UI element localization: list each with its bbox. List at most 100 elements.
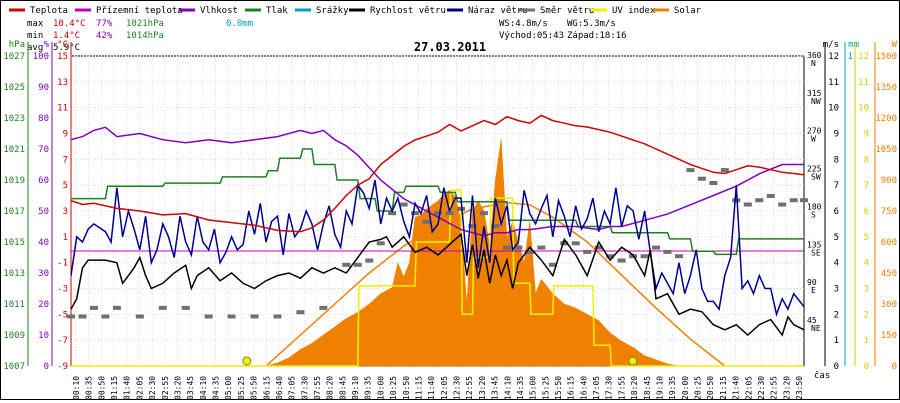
x-tick-label: 23:50 <box>795 376 804 399</box>
ms-axis-tick: 0 <box>834 362 839 372</box>
uv-axis-tick: 9 <box>864 130 869 140</box>
celsius-axis-tick: 1 <box>63 233 68 243</box>
mm-axis-title: mm <box>848 40 859 50</box>
uv-axis-tick: 11 <box>858 78 869 88</box>
w-axis-title: W <box>892 40 898 50</box>
ms-axis-tick: 9 <box>834 130 839 140</box>
celsius-axis-title: °C <box>57 40 68 50</box>
celsius-axis-tick: -7 <box>57 336 68 346</box>
hpa-axis-tick: 1027 <box>3 52 25 62</box>
x-tick-label: 14:35 <box>516 376 525 399</box>
wind-dir-mark <box>606 254 615 259</box>
uv-axis-tick: 4 <box>864 259 869 269</box>
ms-axis-tick: 6 <box>834 207 839 217</box>
wind-dir-mark <box>319 305 328 310</box>
legend-item: Vlhkost <box>179 6 238 16</box>
direction-tick: NW <box>811 97 821 106</box>
x-tick-label: 23:20 <box>782 376 791 399</box>
legend: Teplota Přízemní teplota Vlhkost Tlak Srážky… <box>9 6 702 16</box>
x-tick-label: 07:55 <box>313 376 322 399</box>
wind-dir-mark <box>674 254 683 259</box>
x-tick-label: 22:55 <box>770 376 779 399</box>
w-axis-tick: 750 <box>881 207 897 217</box>
x-tick-label: 10:25 <box>389 376 398 399</box>
x-tick-label: 12:30 <box>453 376 462 399</box>
hpa-axis-tick: 1019 <box>3 176 25 186</box>
wind-info: WS:4.8m/s WG:5.3m/s Východ:05:43 Západ:1… <box>499 19 627 41</box>
hpa-axis-tick: 1023 <box>3 114 25 124</box>
legend-label: UV index <box>612 6 656 16</box>
direction-tick: 360 <box>807 51 822 60</box>
direction-tick: SW <box>811 173 821 182</box>
wind-dir-mark <box>445 211 454 216</box>
direction-tick: 45 <box>807 316 817 325</box>
x-tick-label: 20:00 <box>681 376 690 399</box>
legend-label: Teplota <box>30 6 68 16</box>
x-tick-label: 05:00 <box>224 376 233 399</box>
x-tick-label: 19:35 <box>668 376 677 399</box>
wind-dir-mark <box>479 211 488 216</box>
x-tick-label: 17:55 <box>617 376 626 399</box>
stats-max-hum: 77% <box>96 19 113 29</box>
w-axis-tick: 1200 <box>875 114 897 124</box>
wind-dir-mark <box>434 211 443 216</box>
pct-axis-tick: 10 <box>38 331 49 341</box>
x-tick-label: 18:45 <box>643 376 652 399</box>
direction-tick: 315 <box>807 89 822 98</box>
ms-axis-tick: 11 <box>828 78 839 88</box>
humidity-line <box>70 126 804 237</box>
ms-axis-tick: 5 <box>834 233 839 243</box>
direction-tick: S <box>811 210 816 219</box>
wind-dir-mark <box>422 219 431 224</box>
wind-dir-mark <box>537 245 546 250</box>
wind-dir-mark <box>525 249 534 254</box>
wind-dir-mark <box>502 245 511 250</box>
sunrise-time: Východ:05:43 <box>499 31 564 41</box>
stats-min-temp: 1.4°C <box>53 31 80 41</box>
legend-item: Tlak <box>245 6 288 16</box>
x-tick-label: 04:35 <box>212 376 221 399</box>
wind-dir-mark <box>583 249 592 254</box>
wind-dir-mark <box>411 211 420 216</box>
uv-axis-tick: 10 <box>858 104 869 114</box>
w-axis-tick: 1050 <box>875 145 897 155</box>
pct-axis-tick: 70 <box>38 145 49 155</box>
x-tick-label: 15:00 <box>529 376 538 399</box>
x-tick-label: 07:30 <box>300 376 309 399</box>
ms-axis-tick: 1 <box>834 336 839 346</box>
celsius-axis-tick: 15 <box>57 52 68 62</box>
pct-axis-tick: 50 <box>38 207 49 217</box>
wind-dir-mark <box>250 314 259 319</box>
celsius-axis-tick: 9 <box>63 130 68 140</box>
stats-block: max 10.4°C 77% 1021hPa 0.0mm min 1.4°C 4… <box>27 19 253 53</box>
ms-axis-tick: 4 <box>834 259 839 269</box>
x-tick-label: 13:45 <box>491 376 500 399</box>
legend-item: Rychlost větru <box>349 6 446 16</box>
mm-axis-tick: 1 <box>848 52 853 62</box>
wind-dir-mark <box>112 305 121 310</box>
wind-dir-mark <box>686 168 695 173</box>
ms-axis-tick: 10 <box>828 104 839 114</box>
wind-dir-mark <box>640 254 649 259</box>
w-axis-tick: 900 <box>881 176 897 186</box>
x-tick-label: 11:15 <box>414 376 423 399</box>
hpa-axis-tick: 1015 <box>3 238 25 248</box>
w-axis-tick: 150 <box>881 331 897 341</box>
stats-max-temp: 10.4°C <box>53 19 86 29</box>
sunset-time: Západ:18:16 <box>567 31 627 41</box>
ms-axis-tick: 3 <box>834 285 839 295</box>
legend-label: Vlhkost <box>200 6 238 16</box>
stats-min-hum: 42% <box>96 31 113 41</box>
legend-item: Náraz větru <box>447 6 528 16</box>
stats-max-press: 1021hPa <box>126 19 164 29</box>
stats-max-rain: 0.0mm <box>226 19 253 29</box>
wind-dir-mark <box>89 305 98 310</box>
uv-axis-tick: 8 <box>864 155 869 165</box>
direction-tick: N <box>811 59 816 68</box>
w-axis-tick: 1350 <box>875 83 897 93</box>
wind-dir-mark <box>709 181 718 186</box>
pct-axis-title: % <box>44 40 50 50</box>
wind-dir-mark <box>468 224 477 229</box>
